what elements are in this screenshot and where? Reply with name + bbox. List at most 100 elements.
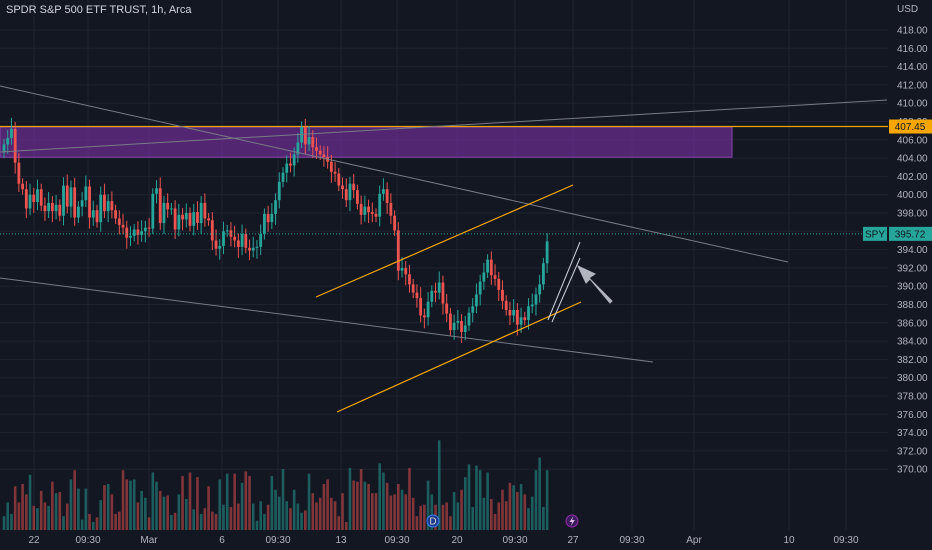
candle-body: [382, 189, 385, 194]
volume-bar: [389, 495, 393, 530]
candle-body: [181, 214, 184, 220]
last-price-tag-label: 395.72: [895, 229, 926, 240]
volume-bar: [28, 474, 32, 530]
candle-body: [158, 188, 162, 224]
candle-body: [374, 213, 378, 217]
candle-body: [170, 208, 173, 210]
y-tick-label: 402.00: [897, 172, 928, 183]
candle-body: [292, 154, 296, 166]
candle-body: [136, 229, 140, 235]
candle-body: [69, 187, 73, 207]
volume-bar: [359, 469, 363, 530]
candle-body: [117, 218, 121, 225]
volume-bar: [374, 493, 378, 530]
volume-bar: [449, 516, 452, 530]
candle-body: [99, 194, 103, 223]
volume-bar: [13, 486, 17, 530]
y-tick-label: 398.00: [897, 209, 928, 220]
candle-body: [393, 215, 396, 231]
candle-body: [21, 183, 24, 190]
volume-bar: [456, 502, 460, 530]
y-tick-label: 376.00: [897, 410, 928, 421]
volume-bar: [88, 513, 91, 530]
candle-body: [348, 183, 352, 201]
time-axis[interactable]: 22 09:30 Mar 6 09:30 13 09:30 20 09:30 27 09:30 Apr…: [28, 535, 859, 546]
y-tick-label: 382.00: [897, 355, 928, 366]
volume-bar: [43, 502, 47, 530]
volume-bar: [382, 472, 385, 530]
y-tick-label: 418.00: [897, 26, 928, 37]
candle-body: [482, 272, 486, 282]
volume-bar: [393, 494, 396, 530]
candle-body: [24, 189, 28, 209]
volume-bar: [39, 490, 43, 530]
x-tick-label: Mar: [140, 535, 158, 546]
candle-body: [177, 214, 181, 230]
volume-bars: [2, 440, 549, 530]
x-tick-label: 13: [335, 535, 347, 546]
x-tick-label: 22: [28, 535, 40, 546]
candle-body: [426, 301, 430, 318]
volume-bar: [114, 513, 117, 530]
volume-bar: [125, 479, 129, 530]
candle-body: [396, 230, 400, 271]
y-tick-label: 372.00: [897, 446, 928, 457]
volume-bar: [530, 496, 534, 530]
dividend-marker[interactable]: D: [426, 514, 440, 528]
volume-bar: [296, 503, 300, 530]
volume-bar: [512, 485, 515, 530]
volume-bar: [255, 520, 259, 530]
candle-body: [542, 263, 545, 285]
volume-bar: [151, 472, 155, 530]
volume-bar: [289, 508, 292, 530]
volume-bar: [95, 517, 99, 530]
candle-body: [419, 298, 423, 316]
volume-bar: [300, 512, 303, 530]
candle-body: [370, 212, 374, 214]
volume-bar: [441, 504, 445, 530]
price-axis[interactable]: 370.00 372.00 374.00 376.00 378.00 380.00 382.…: [897, 4, 928, 476]
dividend-marker-label: D: [429, 517, 436, 528]
volume-bar: [266, 504, 270, 530]
volume-bar: [121, 470, 125, 530]
volume-bar: [207, 486, 210, 530]
candle-body: [270, 213, 274, 223]
x-tick-label: 10: [783, 535, 795, 546]
candle-body: [367, 206, 370, 213]
candle-body: [203, 202, 207, 219]
volume-bar: [285, 501, 289, 530]
y-tick-label: 390.00: [897, 282, 928, 293]
volume-bar: [352, 480, 355, 530]
volume-bar: [51, 481, 54, 530]
candle-body: [50, 202, 54, 212]
earnings-marker[interactable]: [565, 514, 579, 528]
volume-bar: [132, 479, 136, 530]
candle-body: [274, 200, 277, 214]
candle-body: [408, 274, 411, 285]
y-tick-label: 406.00: [897, 135, 928, 146]
volume-bar: [337, 516, 341, 530]
volume-bar: [274, 489, 277, 530]
volume-bar: [103, 485, 106, 530]
candle-body: [6, 137, 10, 145]
y-tick-label: 384.00: [897, 337, 928, 348]
candle-body: [449, 313, 452, 331]
y-tick-label: 410.00: [897, 99, 928, 110]
volume-bar: [385, 482, 389, 530]
candle-body: [155, 188, 158, 194]
candle-body: [318, 150, 322, 155]
candle-body: [196, 212, 199, 224]
candle-body: [13, 128, 17, 163]
candle-body: [73, 187, 77, 218]
candle-body: [17, 162, 21, 184]
candle-body: [244, 234, 248, 248]
volume-bar: [10, 513, 13, 530]
candle-body: [140, 231, 144, 235]
candle-body: [184, 213, 188, 220]
y-tick-label: 378.00: [897, 392, 928, 403]
y-tick-label: 386.00: [897, 318, 928, 329]
volume-bar: [136, 502, 140, 530]
candle-body: [493, 275, 497, 279]
level-price-tag-label: 407.45: [895, 122, 926, 133]
